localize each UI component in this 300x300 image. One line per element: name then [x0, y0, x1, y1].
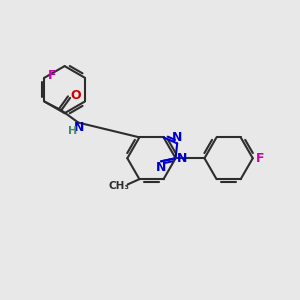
Text: O: O: [71, 89, 81, 102]
Text: F: F: [256, 152, 264, 165]
Text: H: H: [68, 126, 77, 136]
Text: F: F: [48, 69, 57, 82]
Text: CH₃: CH₃: [109, 181, 130, 191]
Text: N: N: [177, 152, 187, 165]
Text: N: N: [172, 131, 182, 144]
Text: N: N: [74, 122, 84, 134]
Text: N: N: [156, 161, 166, 174]
